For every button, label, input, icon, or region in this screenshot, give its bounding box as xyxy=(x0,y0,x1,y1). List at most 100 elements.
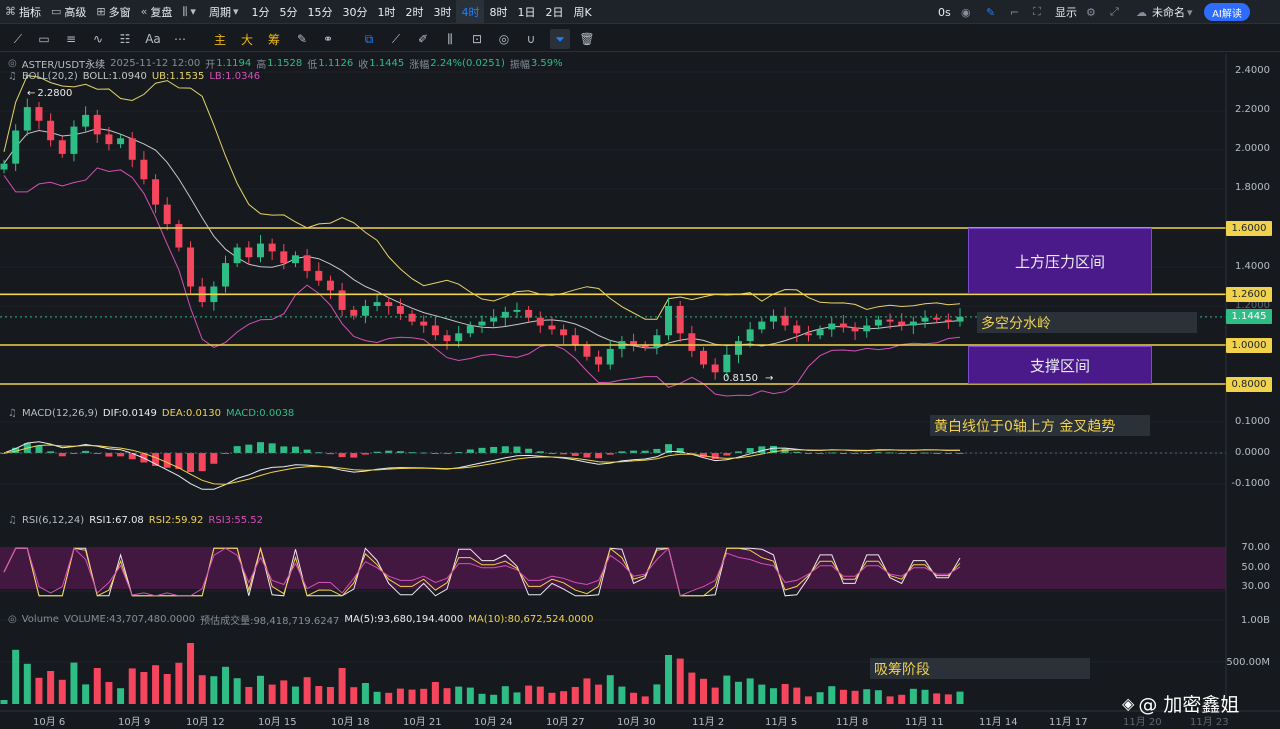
candle-body xyxy=(874,319,882,326)
candle-body xyxy=(944,319,952,322)
interval-1m[interactable]: 1分 xyxy=(251,5,270,19)
macd-bar xyxy=(478,447,486,453)
fullscreen-icon[interactable]: ⛶ xyxy=(1033,5,1041,18)
bell-icon[interactable]: ♫ xyxy=(8,515,17,526)
interval-5m[interactable]: 5分 xyxy=(279,5,298,19)
macd-bar xyxy=(734,451,742,453)
link-icon[interactable]: ⚭ xyxy=(322,32,334,46)
advanced-button[interactable]: ▭ 高级 xyxy=(46,0,91,24)
interval-2h[interactable]: 2时 xyxy=(405,5,424,19)
x-axis-label: 11月 23 xyxy=(1190,717,1229,728)
volume-bar xyxy=(82,684,90,704)
candle-body xyxy=(536,317,544,326)
interval-3h[interactable]: 3时 xyxy=(433,5,452,19)
interval-1h[interactable]: 1时 xyxy=(377,5,396,19)
wave-icon[interactable]: ∿ xyxy=(92,32,104,46)
macd-bar xyxy=(653,448,661,453)
volume-bar xyxy=(606,675,614,704)
volume-bar xyxy=(723,675,731,704)
macd-bar xyxy=(793,451,801,453)
lock-icon[interactable]: ⊡ xyxy=(471,32,483,46)
candle-tool-icon[interactable]: ⫼ xyxy=(447,31,453,46)
interval-2d[interactable]: 2日 xyxy=(545,5,564,19)
macd-bar xyxy=(82,450,90,453)
multi-window-button[interactable]: ⊞ 多窗 xyxy=(91,0,135,24)
trash-icon[interactable]: 🗑 xyxy=(579,32,595,46)
interval-8h[interactable]: 8时 xyxy=(489,5,508,19)
fib-icon[interactable]: ☷ xyxy=(119,32,131,46)
volume-bar xyxy=(525,685,533,704)
macd-bar xyxy=(525,448,533,453)
volume-bar xyxy=(641,696,649,704)
volume-bar xyxy=(828,686,836,704)
rsi-group xyxy=(3,546,961,597)
volume-bar xyxy=(630,692,638,704)
volume-bar xyxy=(175,662,183,704)
macd-axis-label: -0.1000 xyxy=(1231,478,1270,489)
display-button[interactable]: 显示 xyxy=(1055,6,1077,19)
boll-lower-line xyxy=(3,167,961,397)
level-tag-1000: 1.0000 xyxy=(1226,338,1272,353)
ai-interpret-button[interactable]: AI解读 xyxy=(1204,3,1250,21)
arrow-left-icon: ← xyxy=(27,88,36,99)
text-tool-icon[interactable]: Aa xyxy=(145,32,161,46)
bell-icon[interactable]: ♫ xyxy=(8,408,17,419)
volume-group xyxy=(0,643,964,704)
interval-1d[interactable]: 1日 xyxy=(517,5,536,19)
edit-icon[interactable]: ✎ xyxy=(296,32,308,46)
x-axis-label: 10月 12 xyxy=(186,717,225,728)
chart-canvas[interactable] xyxy=(0,54,1280,729)
more-icon[interactable]: ⋯ xyxy=(174,32,186,46)
pencil-icon[interactable]: ✎ xyxy=(986,5,996,19)
chart-type-button[interactable]: ⫼ ▾ xyxy=(177,0,204,24)
trend-line-icon[interactable]: ⟋ xyxy=(13,31,23,46)
magnet-icon[interactable]: ∪ xyxy=(526,32,536,46)
rectangle-icon[interactable]: ▭ xyxy=(38,32,50,46)
replay-button[interactable]: «复盘 xyxy=(136,0,178,24)
brush-icon[interactable]: ✐ xyxy=(417,32,429,46)
layout-icon[interactable]: ⌐ xyxy=(1010,5,1020,19)
candle-body xyxy=(303,255,311,271)
bell-icon[interactable]: ♫ xyxy=(8,71,17,82)
rsi-axis-label: 30.00 xyxy=(1241,581,1270,592)
macd-bar xyxy=(513,446,521,453)
x-axis-label: 11月 20 xyxy=(1123,717,1162,728)
candle-body xyxy=(326,280,334,291)
gear-icon[interactable]: ⚙ xyxy=(1086,5,1096,19)
eye-icon[interactable]: ◎ xyxy=(8,614,17,625)
volume-bar xyxy=(781,684,789,704)
ruler-icon[interactable]: ⟋ xyxy=(391,31,401,46)
chips-button[interactable]: 筹 xyxy=(267,32,280,47)
workspace-selector[interactable]: 未命名 ▾ xyxy=(1152,0,1193,24)
eye-icon[interactable]: ◎ xyxy=(498,32,510,46)
macd-bar xyxy=(256,442,264,453)
interval-30m[interactable]: 30分 xyxy=(342,5,368,19)
macd-bar xyxy=(408,452,416,454)
interval-1w[interactable]: 周K xyxy=(573,5,592,19)
chart-area[interactable]: ◎ ASTER/USDT永续 2025-11-12 12:00 开 1.1194 … xyxy=(0,54,1280,729)
big-order-button[interactable]: 大 xyxy=(240,32,253,47)
main-indicator-button[interactable]: 主 xyxy=(213,32,226,47)
macd-bar xyxy=(874,452,882,454)
parallel-lines-icon[interactable]: ≡ xyxy=(65,32,77,46)
candle-body xyxy=(595,356,603,365)
interval-4h[interactable]: 4时 xyxy=(456,0,485,24)
expand-icon[interactable]: ⤢ xyxy=(1110,5,1119,18)
copy-icon[interactable]: ⧉ xyxy=(364,31,374,46)
indicators-button[interactable]: ⌘ 指标 xyxy=(0,0,46,24)
macd-bar xyxy=(490,446,498,453)
period-button[interactable]: 周期 ▾ xyxy=(204,0,247,24)
volume-bar xyxy=(315,686,323,704)
filter-icon[interactable]: ⏷ xyxy=(550,29,570,49)
volume-axis-label: 500.00M xyxy=(1226,657,1270,668)
rsi-line-2 xyxy=(3,546,961,597)
candle-body xyxy=(898,321,906,326)
volume-bar xyxy=(35,677,43,704)
camera-icon[interactable]: ◉ xyxy=(961,5,971,19)
interval-15m[interactable]: 15分 xyxy=(307,5,333,19)
candle-body xyxy=(688,333,696,351)
volume-bar xyxy=(198,675,206,704)
macd-bar xyxy=(536,451,544,453)
current-price-tag: 1.1445 xyxy=(1226,309,1272,324)
settings-icon[interactable]: ◎ xyxy=(8,58,17,69)
